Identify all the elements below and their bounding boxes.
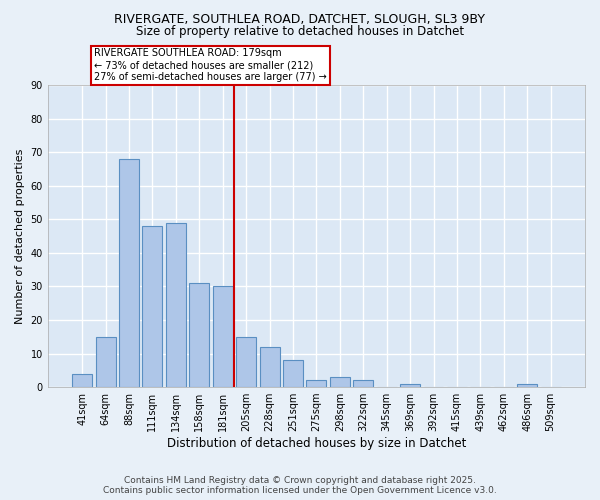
Bar: [95, 336, 116, 387]
X-axis label: Distribution of detached houses by size in Datchet: Distribution of detached houses by size …: [167, 437, 466, 450]
Bar: [119, 159, 139, 387]
Y-axis label: Number of detached properties: Number of detached properties: [15, 148, 25, 324]
Bar: [190, 283, 209, 387]
Bar: [213, 286, 233, 387]
Bar: [283, 360, 303, 387]
Bar: [400, 384, 420, 387]
Bar: [166, 222, 186, 387]
Bar: [307, 380, 326, 387]
Bar: [517, 384, 537, 387]
Text: Contains public sector information licensed under the Open Government Licence v3: Contains public sector information licen…: [103, 486, 497, 495]
Bar: [260, 347, 280, 387]
Bar: [330, 377, 350, 387]
Text: RIVERGATE, SOUTHLEA ROAD, DATCHET, SLOUGH, SL3 9BY: RIVERGATE, SOUTHLEA ROAD, DATCHET, SLOUG…: [115, 12, 485, 26]
Bar: [142, 226, 163, 387]
Bar: [236, 336, 256, 387]
Text: Contains HM Land Registry data © Crown copyright and database right 2025.: Contains HM Land Registry data © Crown c…: [124, 476, 476, 485]
Bar: [72, 374, 92, 387]
Text: Size of property relative to detached houses in Datchet: Size of property relative to detached ho…: [136, 25, 464, 38]
Text: RIVERGATE SOUTHLEA ROAD: 179sqm
← 73% of detached houses are smaller (212)
27% o: RIVERGATE SOUTHLEA ROAD: 179sqm ← 73% of…: [94, 48, 326, 82]
Bar: [353, 380, 373, 387]
